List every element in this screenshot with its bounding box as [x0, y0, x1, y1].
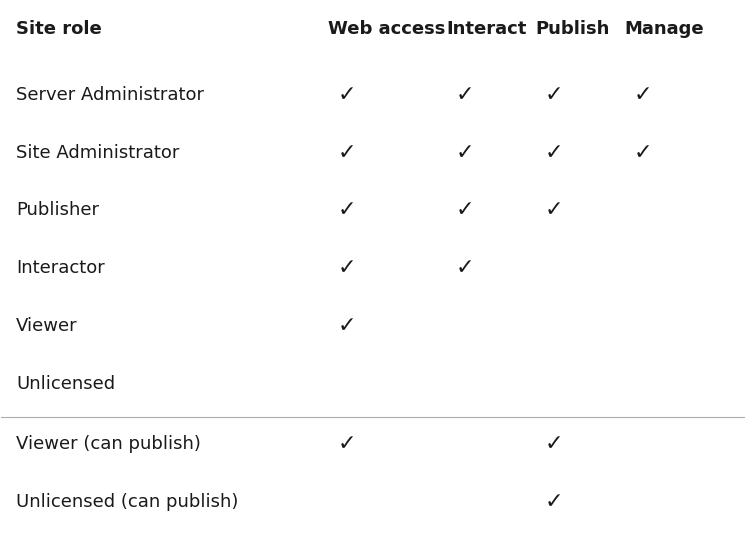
Text: Interact: Interact [447, 20, 527, 38]
Text: ✓: ✓ [545, 143, 564, 163]
Text: Web access: Web access [328, 20, 446, 38]
Text: ✓: ✓ [456, 258, 475, 278]
Text: ✓: ✓ [337, 434, 356, 455]
Text: ✓: ✓ [545, 85, 564, 105]
Text: ✓: ✓ [456, 143, 475, 163]
Text: Manage: Manage [625, 20, 705, 38]
Text: Site Administrator: Site Administrator [16, 144, 180, 161]
Text: Publish: Publish [536, 20, 610, 38]
Text: Site role: Site role [16, 20, 102, 38]
Text: ✓: ✓ [634, 143, 653, 163]
Text: ✓: ✓ [337, 201, 356, 221]
Text: ✓: ✓ [456, 85, 475, 105]
Text: Server Administrator: Server Administrator [16, 86, 204, 104]
Text: ✓: ✓ [337, 258, 356, 278]
Text: ✓: ✓ [545, 434, 564, 455]
Text: Interactor: Interactor [16, 259, 105, 277]
Text: ✓: ✓ [634, 85, 653, 105]
Text: Unlicensed: Unlicensed [16, 375, 115, 393]
Text: ✓: ✓ [337, 143, 356, 163]
Text: Viewer: Viewer [16, 317, 78, 335]
Text: ✓: ✓ [545, 201, 564, 221]
Text: ✓: ✓ [456, 201, 475, 221]
Text: Unlicensed (can publish): Unlicensed (can publish) [16, 493, 238, 511]
Text: ✓: ✓ [337, 85, 356, 105]
Text: ✓: ✓ [337, 316, 356, 336]
Text: Viewer (can publish): Viewer (can publish) [16, 435, 201, 453]
Text: Publisher: Publisher [16, 201, 99, 220]
Text: ✓: ✓ [545, 492, 564, 512]
